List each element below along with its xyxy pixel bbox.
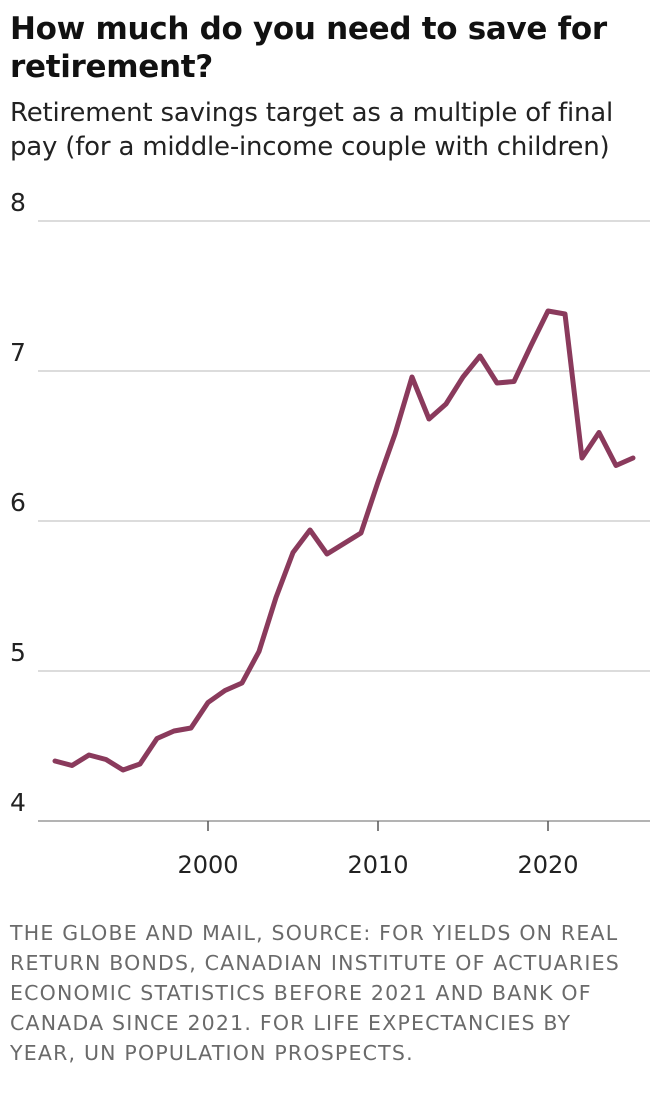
line-chart: 8 7 6 5 4 2000 2010 2020	[10, 188, 650, 879]
source-note: THE GLOBE AND MAIL, SOURCE: FOR YIELDS O…	[10, 921, 620, 1065]
y-tick-label: 5	[10, 638, 26, 667]
chart-title: How much do you need to save for retirem…	[10, 11, 607, 85]
series-line	[52, 308, 636, 773]
x-tick-label: 2010	[347, 851, 408, 879]
x-tick-label: 2020	[517, 851, 578, 879]
chart-subtitle: Retirement savings target as a multiple …	[10, 98, 613, 162]
y-tick-label: 6	[10, 488, 26, 517]
y-tick-label: 7	[10, 338, 26, 367]
y-axis-ticks: 8 7 6 5 4	[10, 188, 26, 817]
gridlines	[38, 220, 650, 822]
x-axis-ticks: 2000 2010 2020	[177, 821, 579, 879]
y-tick-label: 8	[10, 188, 26, 217]
y-tick-label: 4	[10, 788, 26, 817]
x-tick-label: 2000	[177, 851, 238, 879]
